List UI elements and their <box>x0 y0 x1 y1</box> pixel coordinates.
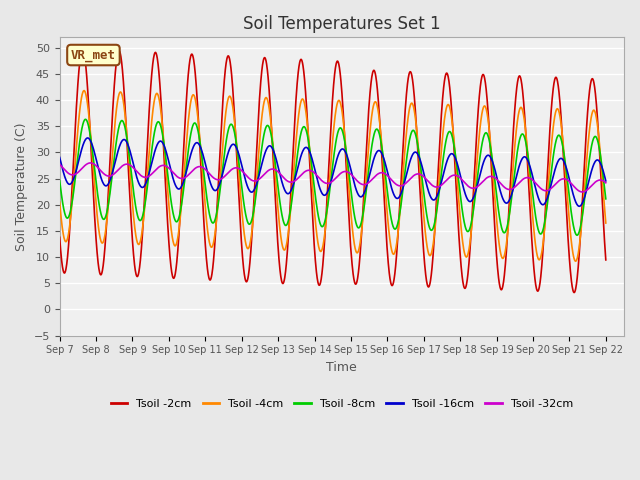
Tsoil -32cm <box>492 175 499 181</box>
Tsoil -32cm <box>209 174 216 180</box>
Tsoil -2cm <box>349 266 356 272</box>
Tsoil -32cm <box>86 160 94 166</box>
Tsoil -32cm <box>56 162 63 168</box>
Tsoil -2cm <box>492 237 499 243</box>
Line: Tsoil -8cm: Tsoil -8cm <box>60 120 606 235</box>
Tsoil -4cm <box>56 199 63 205</box>
Title: Soil Temperatures Set 1: Soil Temperatures Set 1 <box>243 15 440 33</box>
Tsoil -4cm <box>554 106 561 112</box>
Tsoil -8cm <box>602 196 610 202</box>
Tsoil -2cm <box>56 234 63 240</box>
Tsoil -16cm <box>569 191 577 196</box>
Tsoil -8cm <box>349 201 356 206</box>
Legend: Tsoil -2cm, Tsoil -4cm, Tsoil -8cm, Tsoil -16cm, Tsoil -32cm: Tsoil -2cm, Tsoil -4cm, Tsoil -8cm, Tsoi… <box>106 395 577 414</box>
Tsoil -4cm <box>80 88 88 94</box>
Tsoil -32cm <box>579 189 586 195</box>
Line: Tsoil -4cm: Tsoil -4cm <box>60 91 606 261</box>
Tsoil -2cm <box>79 46 86 52</box>
Tsoil -16cm <box>575 204 583 209</box>
Tsoil -16cm <box>602 178 610 184</box>
Tsoil -4cm <box>602 220 610 226</box>
Tsoil -2cm <box>360 180 368 186</box>
Tsoil -8cm <box>360 202 368 207</box>
Line: Tsoil -32cm: Tsoil -32cm <box>60 163 606 192</box>
Tsoil -4cm <box>360 197 368 203</box>
Line: Tsoil -2cm: Tsoil -2cm <box>60 49 606 292</box>
Tsoil -2cm <box>570 289 578 295</box>
Tsoil -8cm <box>554 133 561 139</box>
Tsoil -32cm <box>569 182 577 188</box>
Tsoil -8cm <box>56 178 63 183</box>
Tsoil -16cm <box>84 135 92 141</box>
Tsoil -2cm <box>602 257 610 263</box>
Tsoil -32cm <box>554 179 561 185</box>
Tsoil -2cm <box>554 80 561 85</box>
Tsoil -4cm <box>492 203 499 209</box>
Tsoil -16cm <box>209 185 216 191</box>
Tsoil -16cm <box>492 169 499 175</box>
Tsoil -8cm <box>573 232 580 238</box>
Tsoil -8cm <box>82 117 90 122</box>
Tsoil -2cm <box>209 269 216 275</box>
Tsoil -8cm <box>209 220 216 226</box>
Tsoil -16cm <box>56 155 63 160</box>
X-axis label: Time: Time <box>326 361 357 374</box>
Tsoil -16cm <box>349 174 356 180</box>
Tsoil -32cm <box>602 180 610 186</box>
Tsoil -8cm <box>492 183 499 189</box>
Tsoil -16cm <box>360 190 368 195</box>
Tsoil -16cm <box>554 159 561 165</box>
Tsoil -32cm <box>360 182 368 188</box>
Text: VR_met: VR_met <box>71 48 116 61</box>
Tsoil -4cm <box>349 228 356 233</box>
Tsoil -4cm <box>569 251 577 256</box>
Line: Tsoil -16cm: Tsoil -16cm <box>60 138 606 206</box>
Tsoil -4cm <box>572 258 580 264</box>
Tsoil -8cm <box>569 220 577 226</box>
Tsoil -4cm <box>209 244 216 250</box>
Tsoil -32cm <box>349 173 356 179</box>
Tsoil -2cm <box>569 288 577 293</box>
Y-axis label: Soil Temperature (C): Soil Temperature (C) <box>15 122 28 251</box>
